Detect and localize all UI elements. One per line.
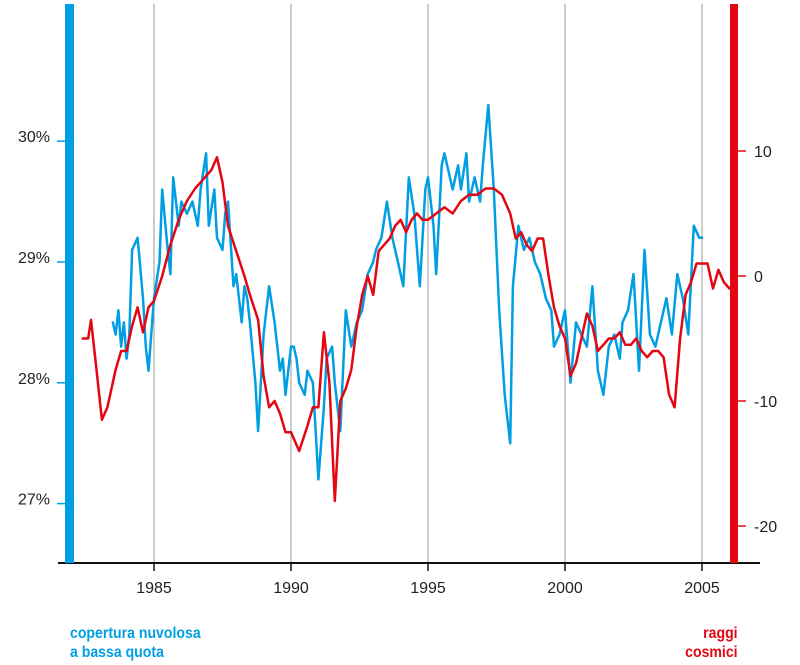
- legend-cloud-cover: copertura nuvolosa a bassa quota: [70, 624, 201, 662]
- vertical-gridlines: [153, 4, 703, 563]
- series-layer: [81, 103, 737, 503]
- x-tick-label: 2000: [547, 580, 583, 597]
- x-tick-label: 1985: [136, 580, 172, 597]
- x-tick-label: 1990: [273, 580, 309, 597]
- right-tick-label: 0: [754, 269, 763, 286]
- legend-cloud-cover-line-1: copertura nuvolosa: [70, 625, 201, 642]
- legend-cosmic-rays-line-2: cosmici: [685, 644, 738, 661]
- legend-cosmic-rays-line-1: raggi: [703, 625, 738, 642]
- legend-cosmic-rays: raggi cosmici: [686, 624, 738, 662]
- cloud-cover-line: [111, 103, 704, 481]
- left-axis-bar: [65, 4, 74, 563]
- x-axis-ticks: 1985 1990 1995 2000 2005: [136, 563, 720, 597]
- right-tick-label: -20: [754, 519, 777, 536]
- right-tick-label: 10: [754, 144, 772, 161]
- right-tick-label: -10: [754, 394, 777, 411]
- x-tick-label: 2005: [684, 580, 720, 597]
- left-tick-label: 30%: [18, 129, 50, 146]
- legend-cloud-cover-line-2: a bassa quota: [70, 644, 164, 661]
- right-axis: -20 -10 0 10: [730, 4, 777, 563]
- left-tick-label: 29%: [18, 250, 50, 267]
- left-axis: 27% 28% 29% 30%: [18, 4, 74, 563]
- left-tick-label: 28%: [18, 371, 50, 388]
- left-tick-label: 27%: [18, 492, 50, 509]
- x-tick-label: 1995: [410, 580, 446, 597]
- cosmic-rays-line: [81, 156, 737, 503]
